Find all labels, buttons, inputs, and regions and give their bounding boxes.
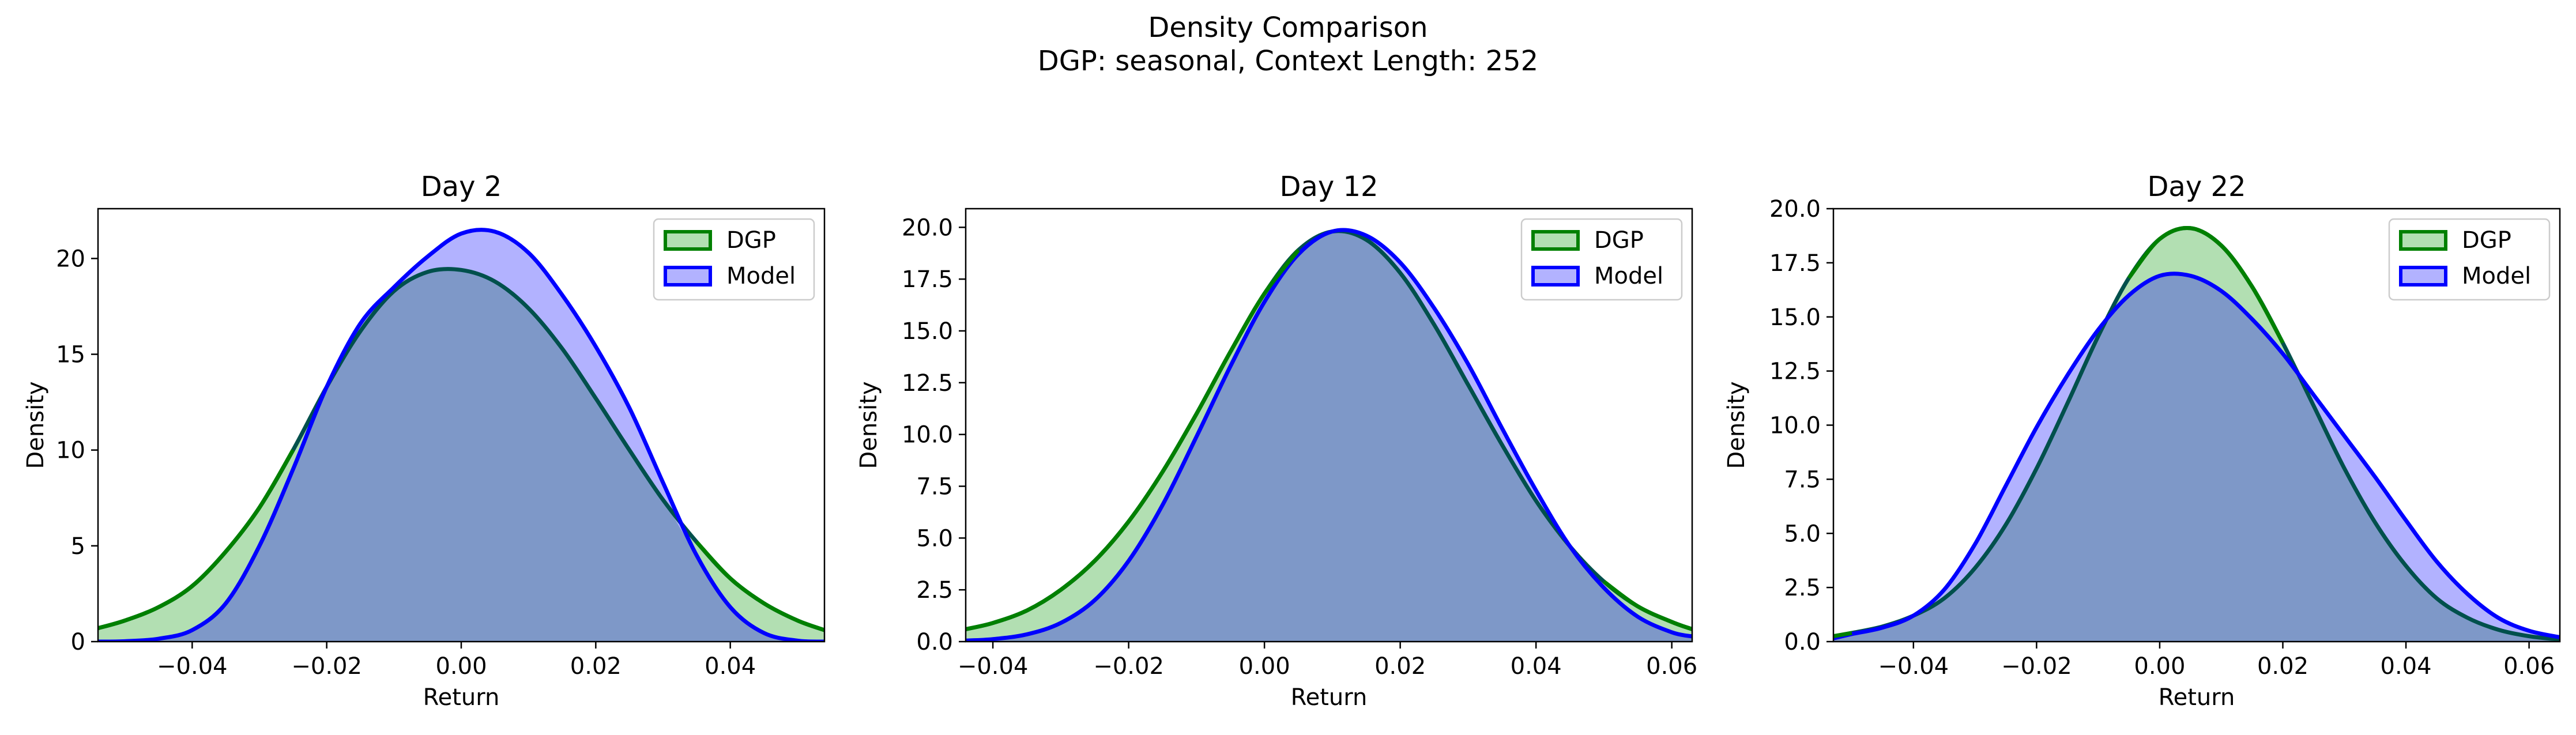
overlap-density-area bbox=[966, 231, 1692, 642]
plot-area bbox=[966, 228, 1692, 642]
legend-label: Model bbox=[726, 263, 796, 289]
x-tick-label: 0.00 bbox=[435, 653, 487, 680]
x-tick-label: 0.06 bbox=[2503, 653, 2555, 680]
figure-title: Density Comparison bbox=[1148, 12, 1428, 44]
x-tick-label: −0.02 bbox=[291, 653, 362, 680]
y-tick-label: 20 bbox=[56, 246, 85, 272]
legend-swatch-model bbox=[1531, 266, 1580, 287]
panel-title: Day 22 bbox=[2147, 171, 2246, 203]
axes-frame bbox=[965, 208, 1693, 643]
y-tick-label: 17.5 bbox=[1769, 250, 1821, 277]
legend-label: DGP bbox=[2462, 227, 2511, 254]
overlap-density-area bbox=[1833, 273, 2560, 642]
x-tick-label: 0.00 bbox=[2134, 653, 2185, 680]
legend: DGP Model bbox=[1520, 218, 1683, 301]
x-tick-label: −0.04 bbox=[157, 653, 228, 680]
dgp-density-line-visible bbox=[98, 448, 295, 631]
y-tick-label: 10 bbox=[56, 438, 85, 464]
plot-area bbox=[98, 228, 824, 642]
y-tick-label: 7.5 bbox=[916, 474, 953, 500]
x-tick-label: 0.06 bbox=[1646, 653, 1697, 680]
legend-label: DGP bbox=[726, 227, 776, 254]
y-tick-label: 15.0 bbox=[902, 318, 953, 345]
dgp-density-line-visible bbox=[2127, 225, 2285, 344]
x-axis-label: Return bbox=[1291, 684, 1368, 711]
panel-title: Day 12 bbox=[1279, 171, 1378, 203]
y-tick-label: 10.0 bbox=[902, 422, 953, 448]
panel-title: Day 2 bbox=[421, 171, 502, 203]
legend-label: DGP bbox=[1594, 227, 1644, 254]
dgp-density-line-visible bbox=[1602, 579, 1692, 631]
x-tick-label: −0.04 bbox=[1878, 653, 1949, 680]
y-tick-label: 15.0 bbox=[1769, 304, 1821, 331]
x-axis-label: Return bbox=[423, 684, 500, 711]
model-density-line bbox=[98, 228, 824, 642]
dgp-density-line-visible bbox=[1833, 631, 1852, 639]
model-density-line bbox=[1833, 272, 2560, 640]
legend-label: Model bbox=[2462, 263, 2531, 289]
chart-panel-1: −0.04 −0.02 0.00 0.02 0.04 0 5 10 15 20 Day 2 Retur… bbox=[22, 171, 826, 711]
y-tick-label: 2.5 bbox=[1784, 575, 1821, 601]
y-tick-label: 5.0 bbox=[916, 525, 953, 552]
y-tick-label: 15 bbox=[56, 342, 85, 368]
y-tick-label: 12.5 bbox=[902, 370, 953, 397]
x-tick-label: 0.02 bbox=[570, 653, 622, 680]
legend: DGP Model bbox=[653, 218, 815, 301]
y-tick-label: 7.5 bbox=[1784, 466, 1821, 493]
x-tick-label: −0.04 bbox=[958, 653, 1029, 680]
model-density-line bbox=[966, 228, 1692, 642]
y-axis-label: Density bbox=[22, 381, 49, 469]
y-tick-label: 10.0 bbox=[1769, 413, 1821, 439]
y-tick-label: 12.5 bbox=[1769, 359, 1821, 385]
y-tick-label: 20.0 bbox=[902, 214, 953, 241]
y-tick-label: 5.0 bbox=[1784, 521, 1821, 547]
y-axis-label: Density bbox=[856, 381, 882, 469]
x-tick-label: −0.02 bbox=[1093, 653, 1164, 680]
x-tick-label: 0.02 bbox=[1374, 653, 1426, 680]
dgp-density-line-visible bbox=[695, 540, 824, 632]
dgp-density-line-visible bbox=[966, 248, 1300, 631]
legend-swatch-model bbox=[2399, 266, 2447, 287]
y-tick-label: 2.5 bbox=[916, 577, 953, 604]
figure-subtitle: DGP: seasonal, Context Length: 252 bbox=[1038, 45, 1538, 77]
legend-swatch-model bbox=[664, 266, 712, 287]
x-tick-label: 0.04 bbox=[705, 653, 756, 680]
x-tick-label: 0.04 bbox=[1511, 653, 1562, 680]
legend-swatch-dgp bbox=[1531, 230, 1580, 251]
y-tick-label: 0.0 bbox=[1784, 629, 1821, 655]
legend-swatch-dgp bbox=[2399, 230, 2447, 251]
overlap-density-area bbox=[98, 269, 824, 642]
x-tick-label: 0.02 bbox=[2257, 653, 2308, 680]
legend: DGP Model bbox=[2388, 218, 2551, 301]
legend-swatch-dgp bbox=[664, 230, 712, 251]
chart-panel-3: −0.04 −0.02 0.00 0.02 0.04 0.06 0.0 2.5 5.0 7.5 10… bbox=[1723, 171, 2561, 711]
plot-area bbox=[1833, 225, 2560, 642]
x-tick-label: −0.02 bbox=[2001, 653, 2072, 680]
y-tick-label: 20.0 bbox=[1769, 196, 1821, 223]
y-axis-label: Density bbox=[1723, 381, 1750, 469]
x-axis-label: Return bbox=[2159, 684, 2235, 711]
y-tick-label: 0.0 bbox=[916, 629, 953, 655]
chart-panel-2: −0.04 −0.02 0.00 0.02 0.04 0.06 0.0 2.5 5.0 7.5 10… bbox=[856, 171, 1697, 711]
y-tick-label: 5 bbox=[71, 533, 85, 560]
legend-label: Model bbox=[1594, 263, 1663, 289]
x-tick-label: 0.04 bbox=[2381, 653, 2432, 680]
x-tick-label: 0.00 bbox=[1239, 653, 1290, 680]
y-tick-label: 0 bbox=[71, 629, 85, 655]
y-tick-label: 17.5 bbox=[902, 266, 953, 293]
